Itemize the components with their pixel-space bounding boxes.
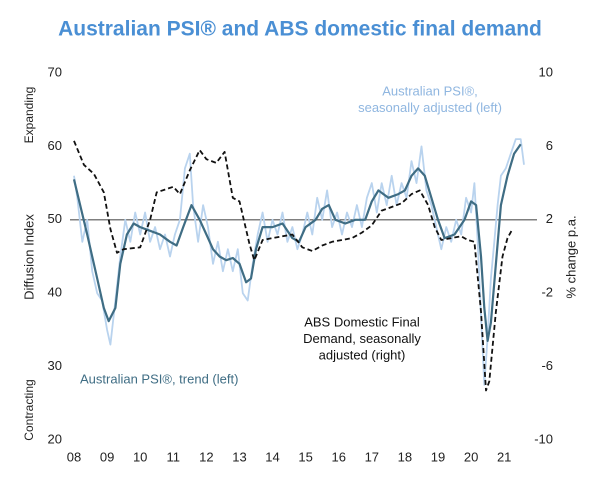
x-tick-label: 18 xyxy=(398,449,412,464)
x-tick-label: 08 xyxy=(67,449,81,464)
y2-tick-label: -10 xyxy=(534,431,553,446)
x-tick-label: 15 xyxy=(298,449,312,464)
x-tick-label: 20 xyxy=(464,449,478,464)
contracting-label: Contracting xyxy=(22,379,36,440)
y-tick-label: 60 xyxy=(48,138,62,153)
x-tick-label: 16 xyxy=(331,449,345,464)
annotation: Australian PSI®, xyxy=(382,83,478,98)
x-tick-label: 21 xyxy=(497,449,511,464)
y-tick-label: 50 xyxy=(48,211,62,226)
expanding-label: Expanding xyxy=(22,87,36,144)
x-tick-label: 17 xyxy=(365,449,379,464)
annotation: Australian PSI®, trend (left) xyxy=(80,371,238,386)
y2-tick-label: 6 xyxy=(546,138,553,153)
x-tick-label: 11 xyxy=(167,449,181,464)
y-axis-label: Diffusion Index xyxy=(21,214,36,300)
series-line xyxy=(73,138,525,386)
series-line xyxy=(73,140,514,392)
x-tick-label: 19 xyxy=(431,449,445,464)
y-tick-label: 30 xyxy=(48,358,62,373)
chart-title: Australian PSI® and ABS domestic final d… xyxy=(58,18,542,41)
y2-tick-label: -2 xyxy=(541,285,553,300)
y2-tick-label: 10 xyxy=(539,64,553,79)
y-tick-label: 20 xyxy=(48,431,62,446)
x-tick-label: 14 xyxy=(265,449,279,464)
y2-tick-label: 2 xyxy=(546,211,553,226)
x-tick-label: 13 xyxy=(232,449,246,464)
annotation: ABS Domestic Final xyxy=(304,314,420,329)
y2-tick-label: -6 xyxy=(541,358,553,373)
annotation: seasonally adjusted (left) xyxy=(358,100,502,115)
annotation: adjusted (right) xyxy=(319,347,406,362)
y-tick-label: 70 xyxy=(48,64,62,79)
x-tick-label: 10 xyxy=(133,449,147,464)
y2-axis-label: % change p.a. xyxy=(563,215,578,298)
y-tick-label: 40 xyxy=(48,285,62,300)
x-tick-label: 12 xyxy=(199,449,213,464)
annotation: Demand, seasonally xyxy=(303,331,421,346)
series-line xyxy=(72,143,522,342)
x-tick-label: 09 xyxy=(100,449,114,464)
